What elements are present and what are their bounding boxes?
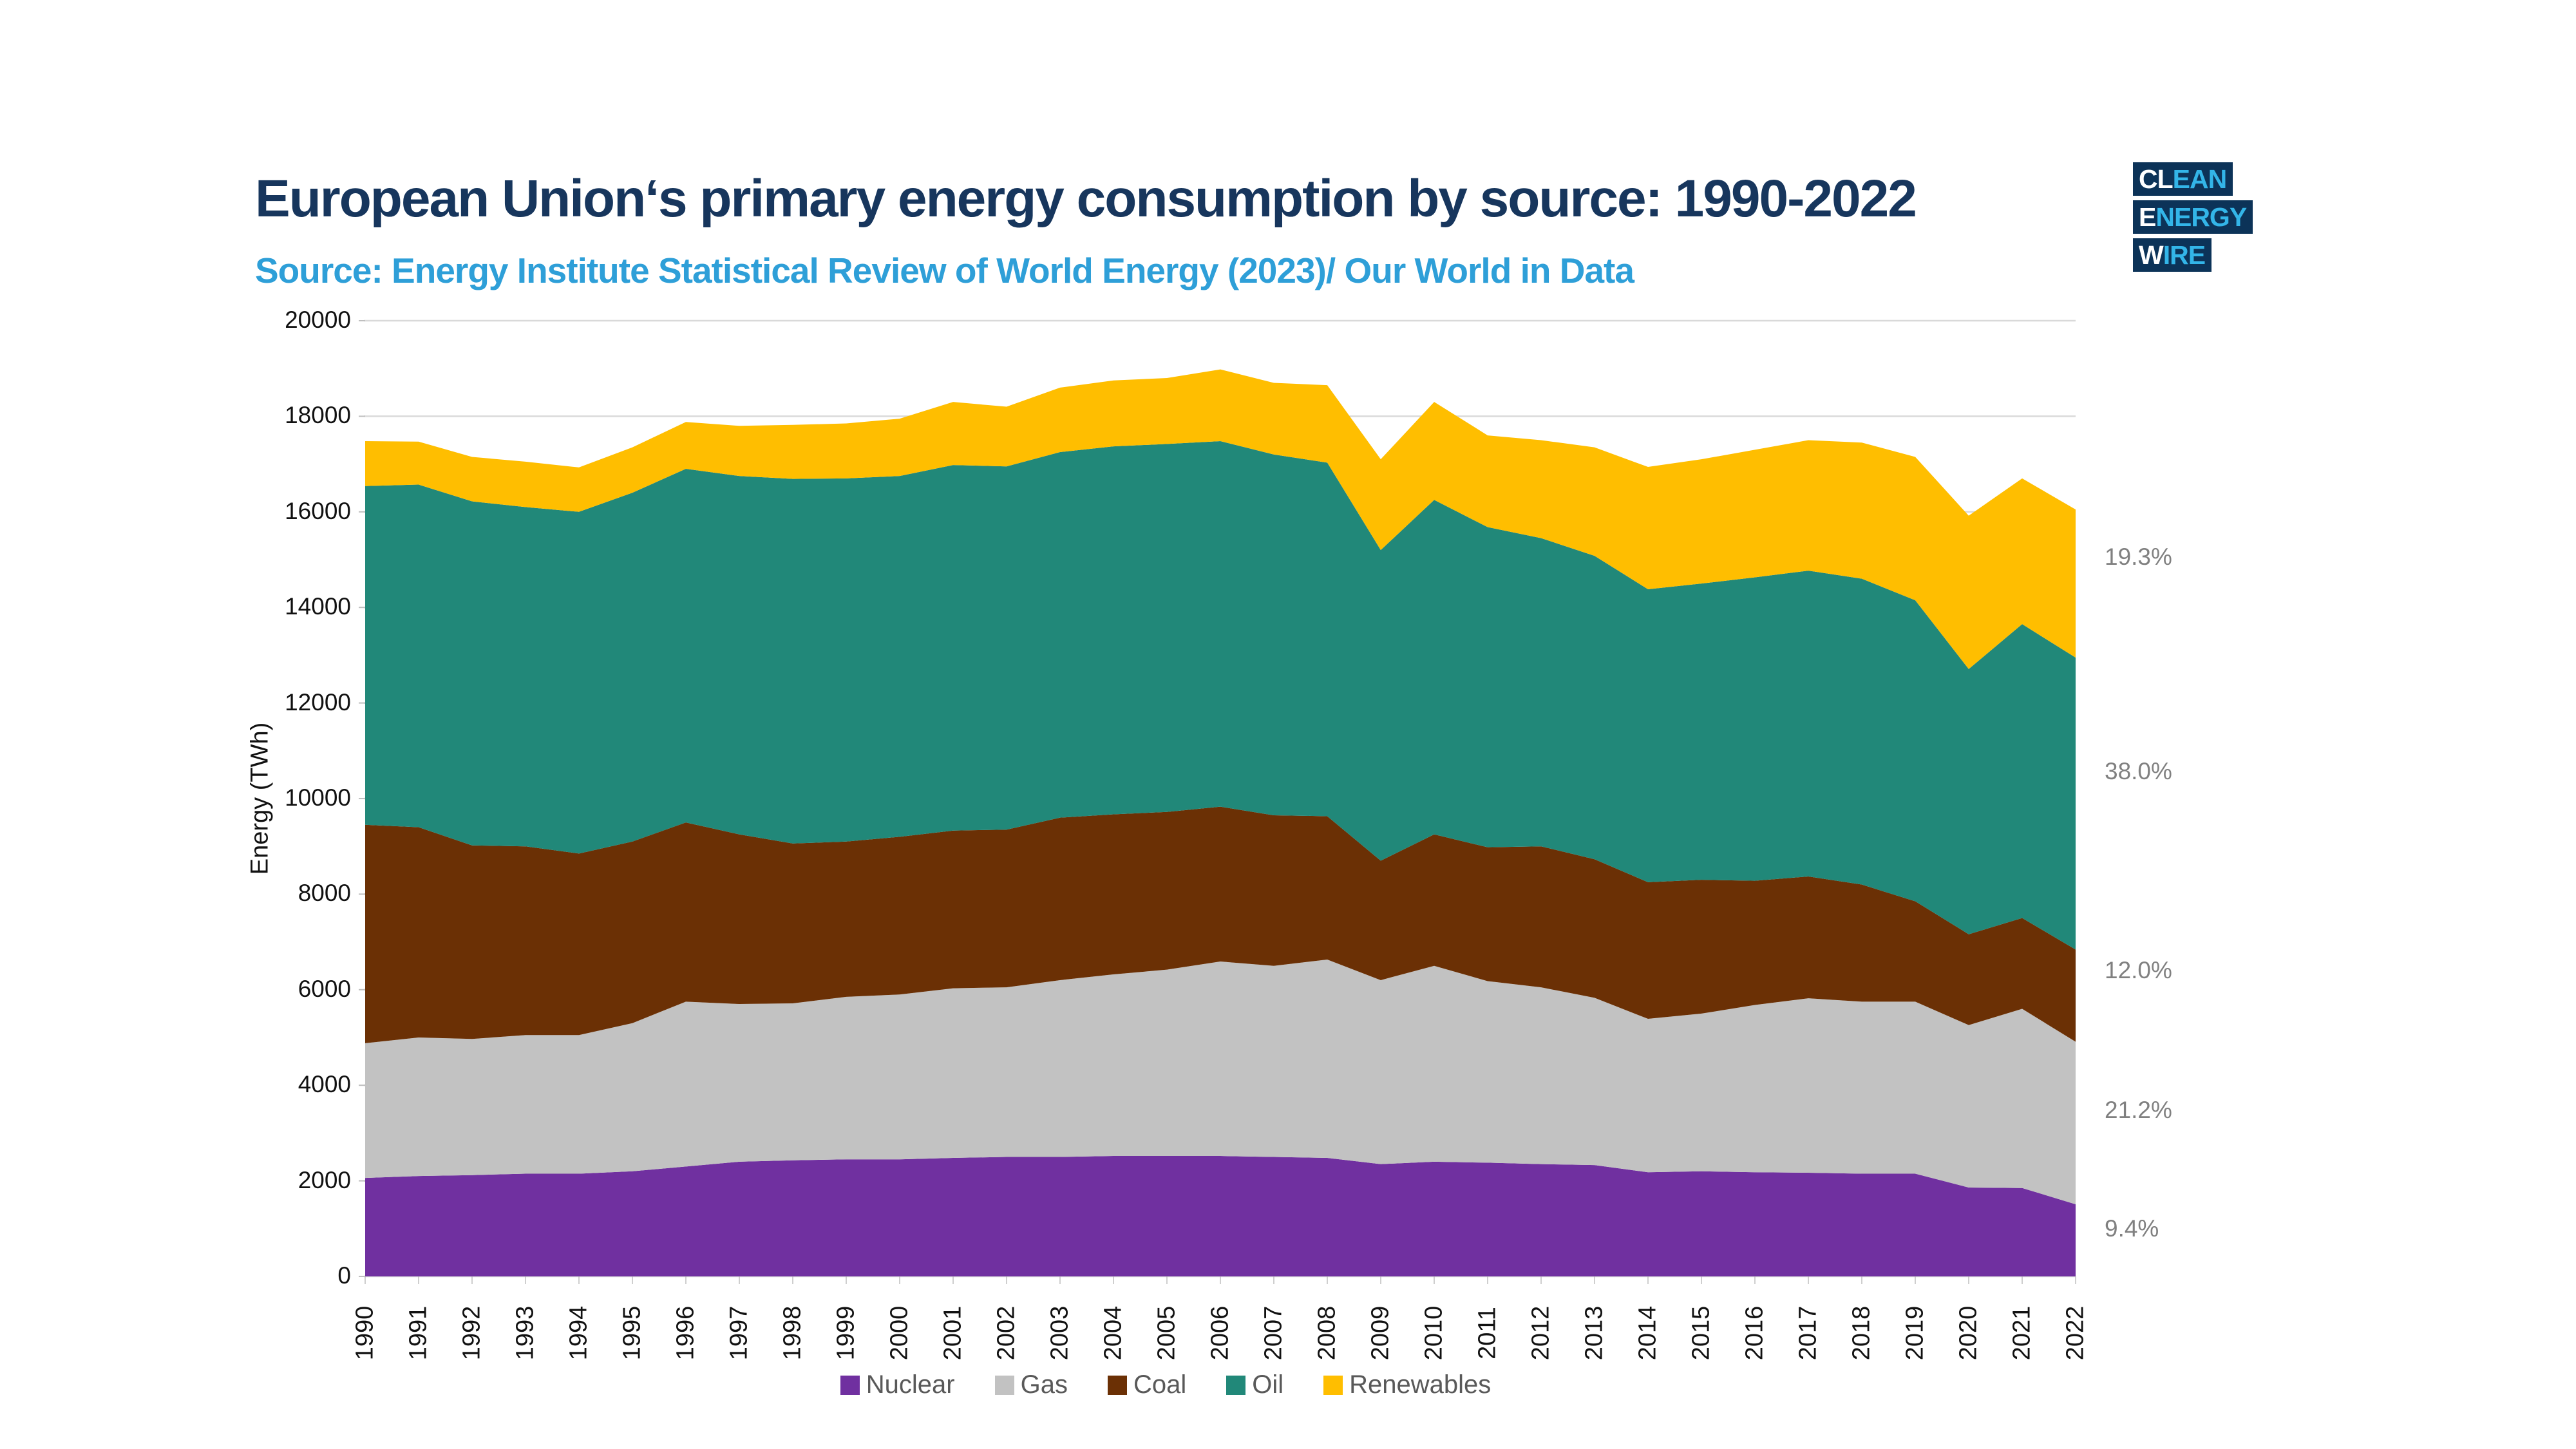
x-tick-label: 1999 — [832, 1305, 860, 1361]
y-tick-label: 16000 — [285, 497, 351, 524]
legend-item-renewables: Renewables — [1323, 1370, 1491, 1399]
x-tick-label: 2014 — [1634, 1305, 1662, 1361]
x-tick-label: 2019 — [1901, 1305, 1929, 1361]
x-tick-label: 2011 — [1473, 1307, 1501, 1359]
x-tick-label: 2013 — [1580, 1305, 1608, 1361]
area-oil — [365, 440, 2076, 950]
y-tick-label: 12000 — [285, 688, 351, 715]
x-tick-label: 2009 — [1367, 1305, 1394, 1361]
x-tick-label: 2001 — [939, 1305, 967, 1361]
logo-text-white: W — [2139, 240, 2164, 270]
legend-label: Renewables — [1349, 1370, 1492, 1399]
x-tick-label: 2002 — [992, 1305, 1020, 1361]
legend-label: Coal — [1133, 1370, 1187, 1399]
y-tick-label: 6000 — [298, 975, 351, 1002]
x-tick-label: 2018 — [1848, 1305, 1875, 1361]
x-tick-label: 2006 — [1206, 1305, 1234, 1361]
logo-line-3: WIRE — [2133, 238, 2212, 272]
chart-title: European Union‘s primary energy consumpt… — [255, 169, 1917, 228]
legend-item-nuclear: Nuclear — [840, 1370, 955, 1399]
logo-text-white: CL — [2139, 164, 2174, 194]
logo-text-accent: NERGY — [2155, 202, 2247, 232]
x-tick-label: 1998 — [779, 1305, 806, 1361]
clean-energy-wire-logo: CLEAN ENERGY WIRE — [2133, 162, 2253, 272]
legend-item-oil: Oil — [1226, 1370, 1283, 1399]
legend-swatch-coal — [1107, 1375, 1127, 1395]
x-tick-label: 2008 — [1313, 1305, 1341, 1361]
area-coal — [365, 806, 2076, 1043]
x-tick-label: 2007 — [1260, 1305, 1287, 1361]
y-tick-label: 2000 — [298, 1166, 351, 1193]
y-tick-label: 10000 — [285, 784, 351, 811]
x-tick-label: 2004 — [1099, 1305, 1127, 1361]
area-nuclear — [365, 1156, 2076, 1276]
x-tick-label: 1996 — [672, 1305, 699, 1361]
x-tick-label: 1997 — [725, 1305, 753, 1361]
share-label-nuclear: 9.4% — [2105, 1215, 2159, 1242]
legend-label: Gas — [1020, 1370, 1068, 1399]
legend-item-coal: Coal — [1107, 1370, 1187, 1399]
x-tick-label: 2005 — [1153, 1305, 1180, 1361]
share-label-renewables: 19.3% — [2105, 544, 2172, 571]
legend-swatch-gas — [994, 1375, 1014, 1395]
y-tick-label: 18000 — [285, 402, 351, 429]
y-tick-label: 4000 — [298, 1071, 351, 1098]
legend-swatch-nuclear — [840, 1375, 860, 1395]
legend-label: Nuclear — [866, 1370, 955, 1399]
logo-line-2: ENERGY — [2133, 200, 2253, 234]
share-label-oil: 38.0% — [2105, 758, 2172, 785]
legend-swatch-renewables — [1323, 1375, 1343, 1395]
logo-text-white: E — [2139, 202, 2156, 232]
logo-line-1: CLEAN — [2133, 162, 2233, 196]
x-tick-label: 1995 — [618, 1305, 646, 1361]
x-tick-label: 1991 — [404, 1305, 432, 1361]
x-tick-label: 2000 — [886, 1305, 913, 1361]
logo-text-accent: EAN — [2172, 164, 2228, 194]
x-tick-label: 1994 — [565, 1305, 592, 1361]
x-tick-label: 2021 — [2008, 1305, 2036, 1361]
y-axis-title: Energy (TWh) — [246, 722, 274, 875]
x-tick-label: 2022 — [2061, 1305, 2089, 1361]
share-label-coal: 12.0% — [2105, 957, 2172, 984]
y-tick-label: 0 — [337, 1262, 351, 1289]
legend-label: Oil — [1252, 1370, 1284, 1399]
legend-item-gas: Gas — [994, 1370, 1068, 1399]
area-renewables — [365, 369, 2076, 669]
y-tick-label: 14000 — [285, 593, 351, 620]
chart-source: Source: Energy Institute Statistical Rev… — [255, 251, 1634, 290]
x-tick-label: 1992 — [458, 1305, 486, 1361]
area-gas — [365, 960, 2076, 1204]
logo-text-accent: IRE — [2163, 240, 2206, 270]
y-tick-label: 8000 — [298, 880, 351, 907]
x-tick-label: 2015 — [1687, 1305, 1715, 1361]
x-tick-label: 2012 — [1527, 1305, 1555, 1361]
x-tick-label: 2017 — [1794, 1305, 1822, 1361]
chart-legend: Nuclear Gas Coal Oil Renewables — [258, 1370, 2074, 1399]
x-tick-label: 1993 — [511, 1305, 539, 1361]
legend-swatch-oil — [1226, 1375, 1246, 1395]
share-label-gas: 21.2% — [2105, 1096, 2172, 1123]
x-tick-label: 2020 — [1955, 1305, 1982, 1361]
x-tick-label: 2010 — [1420, 1305, 1448, 1361]
x-tick-label: 2016 — [1741, 1305, 1768, 1361]
x-tick-label: 2003 — [1046, 1305, 1074, 1361]
y-tick-label: 20000 — [285, 307, 351, 334]
x-tick-label: 1990 — [351, 1305, 379, 1361]
